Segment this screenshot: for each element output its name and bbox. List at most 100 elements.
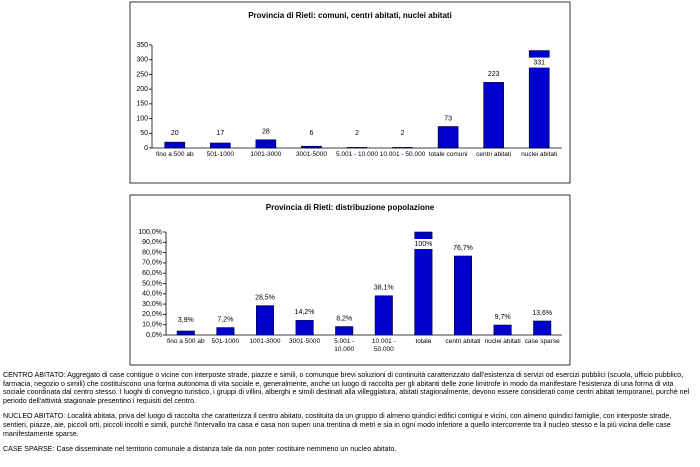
value-label: 9,7% bbox=[495, 314, 511, 321]
bar bbox=[164, 141, 186, 149]
y-tick-label: 60,0% bbox=[142, 270, 162, 277]
value-label: 8,2% bbox=[336, 315, 352, 322]
x-tick-label-box: fino a 500 ab bbox=[155, 151, 194, 158]
x-tick-label: 3001-5000 bbox=[295, 151, 327, 158]
y-tick-label: 0 bbox=[144, 145, 148, 152]
x-tick-label-box: 5.001 - 10.000 bbox=[336, 151, 378, 158]
y-tick-label: 250 bbox=[136, 71, 148, 78]
y-tick-label: 40,0% bbox=[142, 291, 162, 298]
value-label-box bbox=[214, 314, 237, 325]
value-label: 6 bbox=[309, 130, 313, 137]
value-label: 76,7% bbox=[453, 245, 473, 252]
value-label-box bbox=[346, 128, 368, 138]
x-tick-label: nuclei abitati bbox=[521, 151, 558, 158]
x-tick-label: centri abitati bbox=[445, 338, 481, 345]
value-label-box bbox=[254, 292, 276, 303]
bar bbox=[301, 145, 322, 149]
bar bbox=[335, 326, 354, 336]
bar bbox=[255, 139, 277, 149]
value-label: 2 bbox=[401, 130, 405, 137]
bar bbox=[483, 82, 504, 149]
x-tick-label-box: 5.001 - 10.000 bbox=[334, 338, 355, 353]
value-label-box bbox=[174, 315, 197, 325]
bar bbox=[210, 142, 231, 149]
value-label: 28 bbox=[262, 129, 270, 136]
value-label: 223 bbox=[488, 71, 500, 78]
value-label: 20 bbox=[171, 130, 179, 137]
value-label-box bbox=[254, 126, 277, 137]
bar bbox=[533, 320, 552, 336]
x-tick-label: case sparse bbox=[524, 338, 560, 345]
bar bbox=[453, 255, 473, 336]
value-label: 73 bbox=[444, 115, 452, 122]
y-tick-label: 10,0% bbox=[142, 322, 162, 329]
value-label-box bbox=[163, 128, 186, 138]
value-label: 3,9% bbox=[178, 317, 194, 324]
x-tick-label-box: nuclei abitati bbox=[484, 338, 521, 345]
x-tick-label: 5.001 - 10.000 bbox=[334, 338, 355, 353]
y-tick-label: 20,0% bbox=[142, 311, 162, 318]
notes: CENTRO ABITATO: Aggregato di case contig… bbox=[3, 371, 697, 461]
value-label: 17 bbox=[216, 130, 224, 137]
x-tick-label-box: 3001-5000 bbox=[289, 338, 321, 345]
y-tick-label: 90,0% bbox=[142, 239, 162, 246]
value-label-box bbox=[531, 307, 554, 318]
y-tick-label: 70,0% bbox=[142, 260, 162, 267]
value-label-box bbox=[528, 57, 551, 68]
bar bbox=[216, 327, 235, 336]
y-tick-label: 350 bbox=[136, 42, 148, 49]
bar bbox=[437, 126, 459, 149]
value-label-box bbox=[482, 69, 505, 80]
note: CENTRO ABITATO: Aggregato di case contig… bbox=[3, 371, 690, 405]
bar bbox=[493, 324, 512, 336]
bar bbox=[346, 147, 368, 149]
x-tick-label: 10.001 - 50.000 bbox=[371, 338, 396, 353]
x-tick-label: fino a 500 ab bbox=[167, 338, 205, 345]
x-tick-label: fino a 500 ab bbox=[155, 151, 194, 158]
x-tick-label-box: centri abitati bbox=[445, 338, 481, 345]
bar bbox=[374, 295, 393, 336]
x-tick-label-box: nuclei abitati bbox=[521, 151, 558, 158]
x-tick-label: 501-1000 bbox=[211, 338, 240, 345]
value-label-box bbox=[452, 242, 474, 253]
bar bbox=[414, 231, 433, 336]
y-tick-label: 50 bbox=[140, 130, 148, 137]
x-tick-label: 10.001 - 50.000 bbox=[379, 151, 426, 158]
value-label: 100% bbox=[414, 241, 432, 248]
y-tick-label: 50,0% bbox=[142, 280, 162, 287]
value-label: 38,1% bbox=[374, 285, 394, 292]
value-label: 7,2% bbox=[217, 316, 233, 323]
bar bbox=[255, 305, 275, 336]
x-tick-label: nuclei abitati bbox=[484, 338, 521, 345]
bar bbox=[295, 320, 314, 336]
x-tick-label-box: 1001-3000 bbox=[249, 338, 281, 345]
x-tick-label: centri abitati bbox=[476, 151, 512, 158]
y-tick-label: 80,0% bbox=[142, 249, 162, 256]
y-tick-label: 100,0% bbox=[138, 229, 162, 236]
value-label: 28,5% bbox=[255, 294, 275, 301]
value-label-box bbox=[412, 239, 435, 249]
x-tick-label-box: 1001-3000 bbox=[250, 151, 282, 158]
x-tick-label: 1001-3000 bbox=[250, 151, 282, 158]
x-tick-label-box: 501-1000 bbox=[211, 338, 240, 345]
value-label-box bbox=[209, 128, 232, 138]
value-label: 14,2% bbox=[295, 309, 315, 316]
bar bbox=[528, 50, 550, 149]
note: NUCLEO ABITATO: Località abitata, priva … bbox=[3, 412, 672, 438]
value-label-box bbox=[300, 128, 323, 138]
y-tick-label: 100 bbox=[136, 115, 148, 122]
value-label-box bbox=[293, 307, 316, 318]
x-tick-label: 3001-5000 bbox=[289, 338, 321, 345]
x-tick-label: 501-1000 bbox=[206, 151, 235, 158]
value-label-box bbox=[491, 312, 514, 323]
x-tick-label-box: 10.001 - 50.000 bbox=[379, 151, 426, 158]
value-label-box bbox=[437, 113, 460, 124]
y-tick-label: 200 bbox=[136, 86, 148, 93]
chart-title: Provincia di Rieti: distribuzione popola… bbox=[266, 203, 435, 212]
x-tick-label-box: centri abitati bbox=[476, 151, 512, 158]
value-label: 331 bbox=[533, 59, 545, 66]
x-tick-label-box: fino a 500 ab bbox=[167, 338, 205, 345]
x-tick-label: 1001-3000 bbox=[249, 338, 281, 345]
bar bbox=[176, 330, 195, 336]
value-label-box bbox=[372, 282, 395, 293]
